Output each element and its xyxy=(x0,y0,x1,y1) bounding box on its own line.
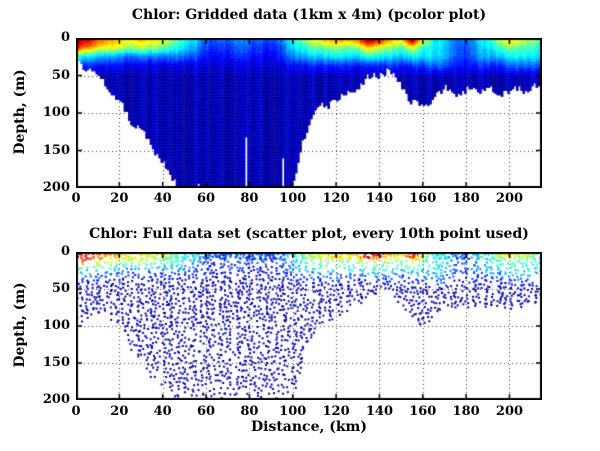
pcolor-plot-canvas xyxy=(76,38,542,188)
y-tick-label: 100 xyxy=(42,318,70,333)
x-tick-label: 100 xyxy=(279,191,307,206)
x-tick-label: 40 xyxy=(153,404,172,419)
y-tick-label: 200 xyxy=(42,180,70,195)
y-tick-label: 200 xyxy=(42,392,70,407)
x-tick-label: 20 xyxy=(110,404,129,419)
y-tick-label: 100 xyxy=(42,105,70,120)
x-tick-label: 40 xyxy=(153,191,172,206)
x-tick-label: 80 xyxy=(240,404,259,419)
x-tick-label: 180 xyxy=(452,191,480,206)
scatter-plot-canvas xyxy=(76,252,542,400)
x-tick-label: 120 xyxy=(322,191,350,206)
x-tick-label: 0 xyxy=(71,404,81,419)
y-tick-label: 0 xyxy=(60,244,70,259)
x-tick-label: 200 xyxy=(495,404,524,419)
x-tick-label: 200 xyxy=(495,191,524,206)
x-tick-label: 160 xyxy=(409,191,437,206)
x-tick-label: 140 xyxy=(365,404,393,419)
x-tick-label: 160 xyxy=(409,404,437,419)
y-tick-label: 50 xyxy=(51,67,70,83)
x-tick-label: 20 xyxy=(110,191,129,206)
x-tick-label: 140 xyxy=(365,191,393,206)
y-tick-label: 150 xyxy=(42,142,70,158)
x-tick-label: 60 xyxy=(196,191,216,206)
x-tick-label: 0 xyxy=(71,191,81,206)
x-tick-label: 180 xyxy=(452,404,480,419)
x-tick-label: 60 xyxy=(196,404,216,419)
bottom-plot-xlabel: Distance, (km) xyxy=(251,419,367,435)
bottom-plot-title: Chlor: Full data set (scatter plot, ever… xyxy=(89,226,529,242)
y-tick-label: 50 xyxy=(51,281,70,296)
x-tick-label: 100 xyxy=(279,404,307,419)
top-plot-title: Chlor: Gridded data (1km x 4m) (pcolor p… xyxy=(131,7,487,23)
y-tick-label: 150 xyxy=(42,355,70,370)
x-tick-label: 80 xyxy=(240,191,259,206)
top-plot-ylabel: Depth, (m) xyxy=(12,69,28,155)
x-tick-label: 120 xyxy=(322,404,350,419)
y-tick-label: 0 xyxy=(60,30,70,45)
bottom-plot-ylabel: Depth, (m) xyxy=(12,282,28,368)
